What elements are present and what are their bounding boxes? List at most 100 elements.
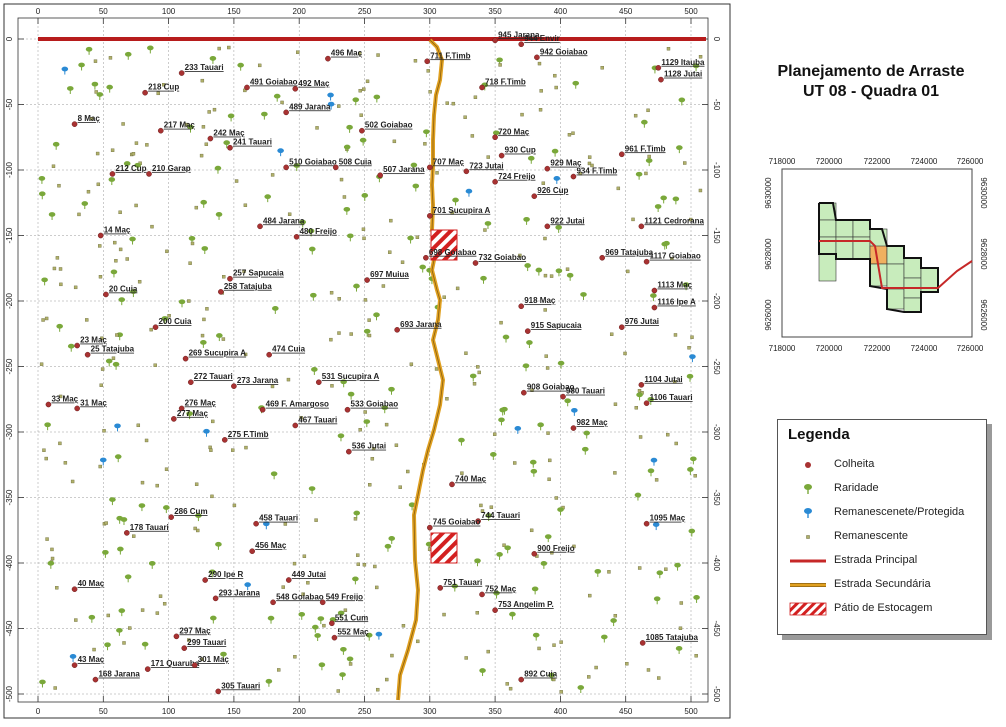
raridade-tree-icon [310, 292, 317, 298]
remanescente-marker [205, 307, 209, 311]
raridade-trunk [355, 101, 357, 106]
remanescente-marker [616, 186, 621, 191]
colheita-tree-marker [97, 232, 104, 239]
colheita-tree-marker [292, 85, 299, 92]
raridade-trunk [349, 129, 351, 133]
tree-label: 945 Jarana [498, 30, 540, 39]
remanescente-marker [587, 675, 591, 679]
remanescente-marker [58, 441, 62, 446]
remanescente-marker [434, 367, 439, 371]
tree-label: 510 Goiabao [289, 157, 337, 166]
raridade-tree-icon [347, 391, 355, 397]
remanescente-marker [365, 79, 370, 84]
colheita-tree-marker [524, 328, 531, 334]
remanescente-marker [559, 690, 563, 694]
remanescente-marker [549, 274, 554, 278]
raridade-trunk [376, 316, 378, 321]
tree-scatter [38, 45, 703, 694]
remanescente-marker [442, 612, 446, 617]
remanescente-marker [367, 318, 371, 322]
remanescente-marker [45, 537, 49, 541]
raridade-trunk [558, 272, 560, 277]
remanescente-marker [623, 351, 627, 356]
colheita-tree-marker [212, 595, 219, 602]
tree-label: 900 Freijo [537, 544, 574, 553]
remanescente-marker [207, 110, 211, 114]
raridade-tree-icon [67, 343, 75, 349]
raridade-trunk [391, 540, 393, 544]
remanescente-marker [359, 113, 363, 117]
tree-label: 484 Jarana [263, 216, 305, 225]
raridade-tree-icon [636, 392, 643, 398]
raridade-trunk [94, 86, 96, 90]
x-tick-label: 350 [488, 707, 502, 716]
raridade-tree-icon [209, 56, 217, 61]
raridade-tree-icon [312, 624, 319, 630]
protegida-tree-icon [514, 425, 522, 431]
tree-label: 693 Jarana [400, 320, 442, 329]
legend-item-raridade: Raridade [778, 480, 986, 498]
raridade-trunk [270, 620, 272, 624]
colheita-tree-marker [492, 134, 498, 141]
remanescente-marker [689, 217, 693, 222]
raridade-tree-icon [130, 289, 137, 294]
remanescente-marker [128, 626, 132, 630]
colheita-tree-marker [188, 379, 194, 386]
protegida-trunk [330, 97, 332, 101]
remanescente-square-icon [806, 535, 810, 539]
remanescente-marker [547, 477, 551, 482]
legend-item-patio: Pátio de Estocagem [778, 600, 986, 618]
tree-label: 1121 Cedrorana [644, 216, 704, 225]
raridade-tree-icon [311, 367, 318, 372]
inset-x-tick: 726000 [957, 344, 984, 353]
x-tick-label: 300 [423, 707, 437, 716]
remanescente-marker [153, 363, 157, 367]
inset-x-tick: 722000 [864, 157, 891, 166]
remanescente-marker [145, 143, 149, 147]
raridade-trunk [384, 409, 386, 414]
colheita-tree-marker [544, 223, 551, 230]
tree-label: 293 Jarana [219, 588, 261, 597]
remanescente-marker [625, 661, 629, 666]
raridade-tree-icon [264, 194, 272, 200]
remanescente-marker [118, 247, 123, 252]
colheita-tree-marker [472, 260, 479, 266]
tree-label: 1129 Itauba [661, 58, 705, 67]
colheita-tree-marker [426, 524, 433, 531]
raridade-tree-icon [660, 195, 667, 201]
raridade-trunk [460, 442, 462, 446]
x-tick-label: 150 [227, 7, 241, 16]
remanescente-marker [358, 427, 362, 432]
remanescente-marker [158, 594, 163, 598]
remanescente-marker [193, 526, 197, 531]
remanescente-marker [654, 478, 659, 482]
protegida-trunk [72, 658, 74, 662]
colheita-tree-marker [643, 520, 650, 527]
raridade-trunk [532, 464, 534, 468]
remanescente-marker [208, 445, 212, 450]
raridade-tree-icon [645, 158, 653, 163]
raridade-trunk [390, 391, 392, 395]
remanescente-marker [470, 134, 475, 138]
raridade-tree-icon [215, 212, 223, 217]
remanescente-marker [548, 458, 552, 463]
colheita-tree-marker [570, 425, 577, 431]
remanescente-marker [646, 108, 650, 113]
remanescente-marker [626, 269, 630, 274]
remanescente-marker [670, 257, 674, 261]
raridade-trunk [550, 677, 552, 681]
colheita-tree-marker [518, 303, 525, 310]
legend-item-colheita: Colheita [778, 456, 986, 474]
inset-map: 718000 720000 722000 724000 726000 71800… [757, 151, 992, 357]
tree-label: 922 Jutai [550, 216, 584, 225]
raridade-tree-icon [117, 546, 124, 552]
raridade-trunk [487, 225, 489, 229]
remanescente-marker [390, 653, 394, 658]
remanescente-marker [140, 480, 145, 485]
y-tick-label: -50 [5, 98, 14, 110]
remanescente-marker [664, 567, 668, 571]
remanescente-marker [473, 95, 478, 99]
raridade-trunk [296, 167, 298, 172]
remanescente-marker [212, 107, 217, 112]
